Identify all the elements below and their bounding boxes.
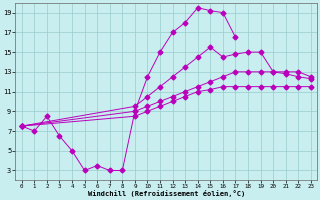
X-axis label: Windchill (Refroidissement éolien,°C): Windchill (Refroidissement éolien,°C): [88, 190, 245, 197]
